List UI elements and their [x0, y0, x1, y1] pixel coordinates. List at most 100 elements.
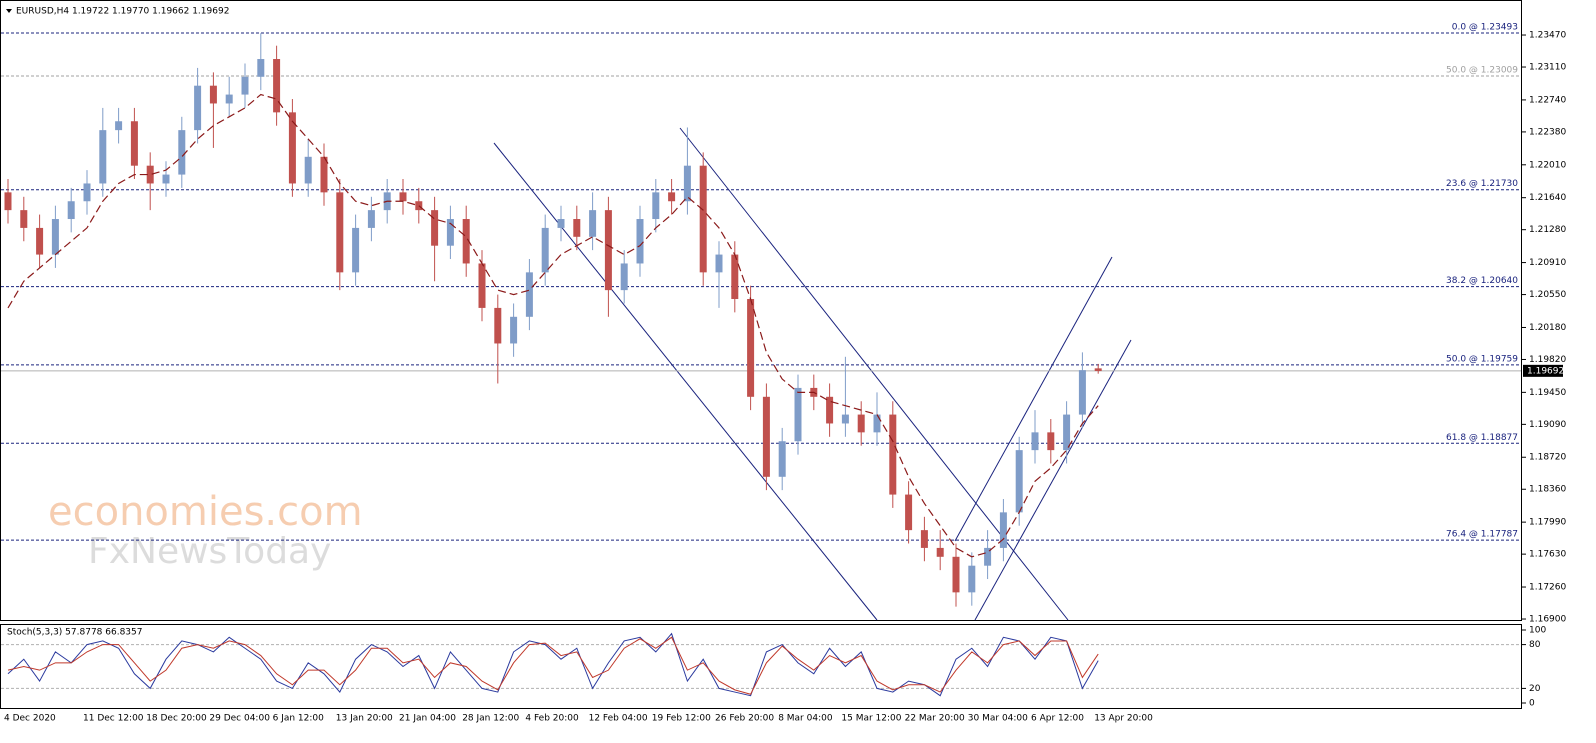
candle-body — [652, 192, 660, 220]
candle-body — [320, 156, 328, 193]
candle-body — [857, 414, 865, 433]
x-tick-label: 11 Dec 12:00 — [83, 714, 144, 724]
menu-arrow[interactable] — [6, 9, 12, 13]
y-tick-label: 20 — [1529, 684, 1541, 694]
y-tick-label: 1.17990 — [1529, 518, 1566, 528]
y-tick-label: 1.17630 — [1529, 550, 1566, 560]
watermark: FxNewsToday — [88, 531, 331, 572]
last-price-label: 1.19692 — [1527, 366, 1564, 376]
x-tick-label: 6 Jan 12:00 — [273, 714, 325, 724]
candle-body — [446, 219, 454, 246]
candle-body — [399, 192, 407, 202]
y-tick-label: 1.20910 — [1529, 258, 1566, 268]
candle-body — [778, 441, 786, 477]
candle-body — [683, 165, 691, 202]
y-tick-label: 1.23110 — [1529, 63, 1566, 73]
x-tick-label: 21 Jan 04:00 — [399, 714, 456, 724]
candle-body — [604, 210, 612, 291]
stoch-frame — [0, 624, 1522, 709]
candle-body — [478, 263, 486, 308]
candle-body — [968, 565, 976, 593]
x-tick-label: 15 Mar 12:00 — [841, 714, 901, 724]
candle-body — [873, 414, 881, 433]
y-tick-label: 1.19090 — [1529, 420, 1566, 430]
main-frame — [0, 0, 1522, 621]
candle-body — [999, 512, 1007, 548]
fib-label: 23.6 @ 1.21730 — [1446, 179, 1518, 189]
candle-body — [905, 494, 913, 531]
y-tick-label: 80 — [1529, 640, 1541, 650]
y-tick-label: 1.22380 — [1529, 127, 1566, 137]
candle-body — [241, 76, 249, 95]
candle-body — [209, 85, 217, 104]
candle-body — [130, 121, 138, 166]
candle-body — [288, 112, 296, 184]
candle-body — [731, 254, 739, 300]
candle-body — [1063, 414, 1071, 451]
candle-body — [525, 272, 533, 317]
candle-body — [936, 547, 944, 557]
candle-body — [510, 316, 518, 344]
fib-label: 50.0 @ 1.23009 — [1446, 66, 1518, 76]
candle-body — [573, 219, 581, 237]
x-tick-label: 30 Mar 04:00 — [968, 714, 1028, 724]
candle-body — [352, 227, 360, 273]
stoch-line — [7, 636, 1099, 695]
candle-body — [494, 307, 502, 344]
fib-label: 50.0 @ 1.19759 — [1446, 354, 1518, 364]
candle-body — [715, 254, 723, 273]
y-tick-label: 1.17260 — [1529, 583, 1566, 593]
moving-average — [7, 93, 1099, 558]
fib-label: 76.4 @ 1.17787 — [1446, 530, 1518, 540]
candle-body — [115, 121, 123, 131]
y-tick-label: 1.23470 — [1529, 31, 1566, 41]
candle-body — [747, 299, 755, 397]
candle-body — [257, 59, 265, 77]
candle-body — [225, 94, 233, 104]
candle-body — [4, 192, 12, 211]
candle-body — [162, 174, 170, 184]
candle-body — [336, 192, 344, 273]
y-tick-label: 1.19450 — [1529, 388, 1566, 398]
candle-body — [541, 227, 549, 273]
y-tick-label: 100 — [1529, 626, 1546, 636]
candle-body — [99, 130, 107, 184]
candle-body — [636, 219, 644, 264]
x-tick-label: 19 Feb 12:00 — [652, 714, 711, 724]
channel-line — [974, 339, 1132, 621]
fib-label: 61.8 @ 1.18877 — [1446, 433, 1518, 443]
x-tick-label: 6 Apr 12:00 — [1031, 714, 1084, 724]
y-tick-label: 1.18720 — [1529, 453, 1566, 463]
y-tick-label: 1.22010 — [1529, 160, 1566, 170]
x-tick-label: 13 Jan 20:00 — [336, 714, 393, 724]
candle-body — [620, 263, 628, 291]
candle-body — [304, 156, 312, 184]
watermark: economies.com — [48, 489, 363, 535]
candle-body — [1047, 432, 1055, 451]
x-tick-label: 13 Apr 20:00 — [1094, 714, 1153, 724]
x-tick-label: 4 Dec 2020 — [4, 714, 56, 724]
fib-label: 0.0 @ 1.23493 — [1452, 22, 1518, 32]
candle-body — [20, 210, 28, 228]
x-tick-label: 22 Mar 20:00 — [905, 714, 965, 724]
x-tick-label: 4 Feb 20:00 — [525, 714, 579, 724]
last-price-box — [1523, 364, 1563, 377]
y-tick-label: 1.20550 — [1529, 290, 1566, 300]
candle-body — [1078, 370, 1086, 415]
candle-body — [1015, 450, 1023, 513]
candle-body — [1094, 368, 1102, 372]
x-tick-label: 18 Dec 20:00 — [146, 714, 207, 724]
chart-title: EURUSD,H4 1.19722 1.19770 1.19662 1.1969… — [16, 7, 229, 17]
candle-body — [67, 201, 75, 220]
candle-body — [194, 85, 202, 131]
channel-line — [954, 256, 1113, 542]
candle-body — [36, 227, 44, 255]
channel-line — [493, 142, 878, 621]
candle-body — [557, 219, 565, 228]
y-tick-label: 1.16900 — [1529, 615, 1566, 625]
candle-body — [1031, 432, 1039, 451]
candle-body — [415, 201, 423, 211]
candle-body — [431, 210, 439, 246]
candle-body — [762, 396, 770, 477]
